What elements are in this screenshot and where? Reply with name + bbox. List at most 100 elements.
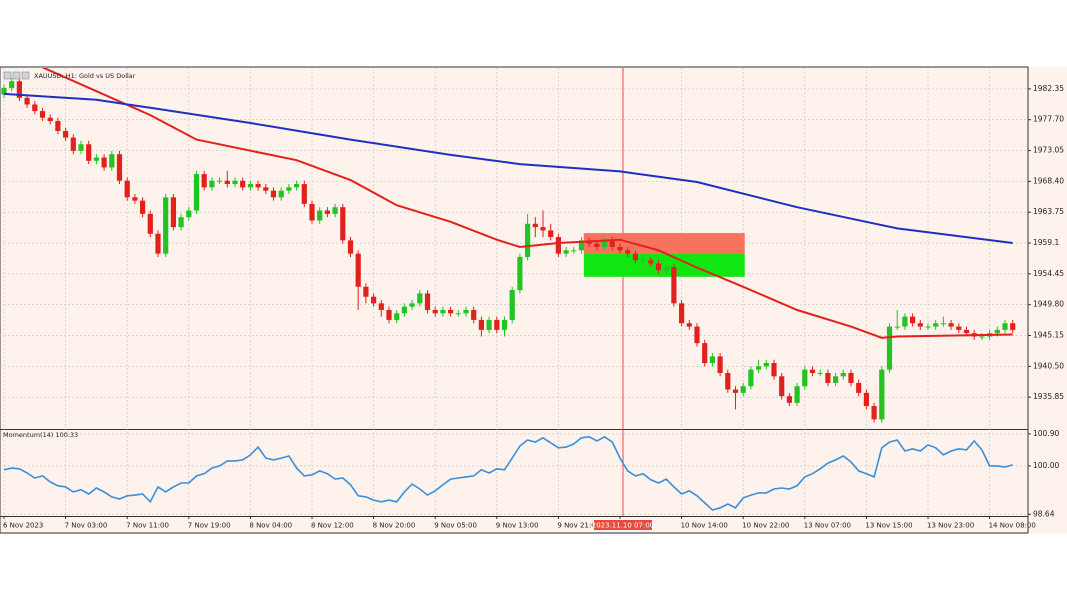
marks xyxy=(1,68,1016,511)
x-tick-label: 13 Nov 15:00 xyxy=(865,522,912,530)
candle-body xyxy=(286,187,292,191)
candle-body xyxy=(717,356,723,373)
candle-body xyxy=(224,180,230,185)
candle-body xyxy=(825,372,831,383)
candle-body xyxy=(440,309,446,314)
candle-body xyxy=(802,369,808,387)
plot-frame xyxy=(0,66,1029,534)
candle-body xyxy=(55,121,61,131)
candle-body xyxy=(886,326,893,370)
x-tick-label: 8 Nov 04:00 xyxy=(249,522,292,530)
x-tick-label: 13 Nov 23:00 xyxy=(927,522,974,530)
candle-body xyxy=(548,230,554,238)
x-tick-label: 6 Nov 2023 xyxy=(3,522,43,530)
candle-body xyxy=(317,210,323,221)
x-tick-label: 10 Nov 22:00 xyxy=(742,522,789,530)
candle-body xyxy=(879,369,885,420)
candle-body xyxy=(702,343,708,364)
y-tick-label: 1954.45 xyxy=(1033,269,1064,278)
candle-body xyxy=(655,263,662,271)
candle-body xyxy=(455,313,461,315)
candle-body xyxy=(1,87,7,95)
candle-body xyxy=(132,197,138,201)
icon[interactable] xyxy=(12,71,21,80)
moving-average xyxy=(3,92,1013,244)
candle-body xyxy=(494,319,500,330)
momentum-line xyxy=(3,435,1013,511)
candle-body xyxy=(247,184,253,188)
candle-body xyxy=(917,323,923,327)
x-tick-label: 7 Nov 11:00 xyxy=(126,522,169,530)
y-tick-label: 1949.80 xyxy=(1033,300,1064,309)
candle-body xyxy=(740,386,746,393)
candle-body xyxy=(709,356,715,364)
candle-body xyxy=(147,213,153,234)
x-tick-label: 8 Nov 12:00 xyxy=(311,522,354,530)
x-tick-label: 13 Nov 07:00 xyxy=(804,522,851,530)
icon[interactable] xyxy=(3,71,12,80)
grid xyxy=(0,68,1031,519)
candle-body xyxy=(255,184,261,188)
x-tick-label: 7 Nov 03:00 xyxy=(65,522,108,530)
candle-body xyxy=(517,256,523,291)
candle-body xyxy=(309,203,315,221)
candle-body xyxy=(694,326,700,344)
candle-body xyxy=(794,386,800,403)
candle-body xyxy=(155,233,161,254)
candle-body xyxy=(178,217,184,228)
candle-body xyxy=(648,260,654,264)
candle-body xyxy=(294,184,300,188)
candle-body xyxy=(1010,323,1016,330)
x-tick-label: 9 Nov 13:00 xyxy=(496,522,539,530)
candle-body xyxy=(39,111,46,118)
candle-body xyxy=(232,180,238,185)
candle-body xyxy=(871,406,877,420)
candle-body xyxy=(725,372,731,390)
price-zone xyxy=(583,253,745,277)
candle-body xyxy=(501,319,508,330)
candle-body xyxy=(679,303,685,324)
candle-body xyxy=(632,253,638,261)
moving-average xyxy=(42,68,1013,339)
candle-body xyxy=(363,286,369,297)
candle-body xyxy=(409,303,415,307)
x-tick-label: 10 Nov 14:00 xyxy=(681,522,728,530)
candle-body xyxy=(124,180,130,198)
chart-title: XAUUSD, H1: Gold vs US Dollar xyxy=(34,72,136,80)
candle-body xyxy=(748,369,754,387)
candle-body xyxy=(332,207,338,214)
candle-body xyxy=(663,266,669,271)
crosshair-label-box xyxy=(594,520,652,530)
candle-body xyxy=(856,382,862,393)
candle-body xyxy=(848,372,854,383)
candle-body xyxy=(278,190,284,198)
candle-body xyxy=(1002,323,1008,330)
candle-body xyxy=(571,250,577,252)
candle-body xyxy=(555,237,561,254)
candle-body xyxy=(101,157,107,168)
candle-body xyxy=(263,187,269,191)
y-tick-label: 1968.40 xyxy=(1033,176,1064,185)
candle-body xyxy=(24,97,30,105)
candle-body xyxy=(463,309,469,314)
candle-body xyxy=(401,306,407,314)
candle-body xyxy=(948,323,954,327)
candle-body xyxy=(140,200,146,214)
candle-body xyxy=(956,326,962,330)
y-tick-label: 98.64 xyxy=(1033,509,1055,518)
y-tick-label: 1973.05 xyxy=(1033,146,1064,155)
candle-body xyxy=(424,293,431,310)
candle-body xyxy=(910,316,916,324)
candle-body xyxy=(756,366,762,370)
candle-body xyxy=(540,227,546,231)
candle-body xyxy=(902,316,908,327)
candle-body xyxy=(270,190,277,198)
candle-body xyxy=(671,266,677,304)
candle-body xyxy=(109,154,115,168)
candle-body xyxy=(994,329,1000,334)
candle-body xyxy=(70,137,76,151)
icon[interactable] xyxy=(21,71,30,80)
candle-body xyxy=(63,130,69,138)
candle-body xyxy=(186,210,192,218)
